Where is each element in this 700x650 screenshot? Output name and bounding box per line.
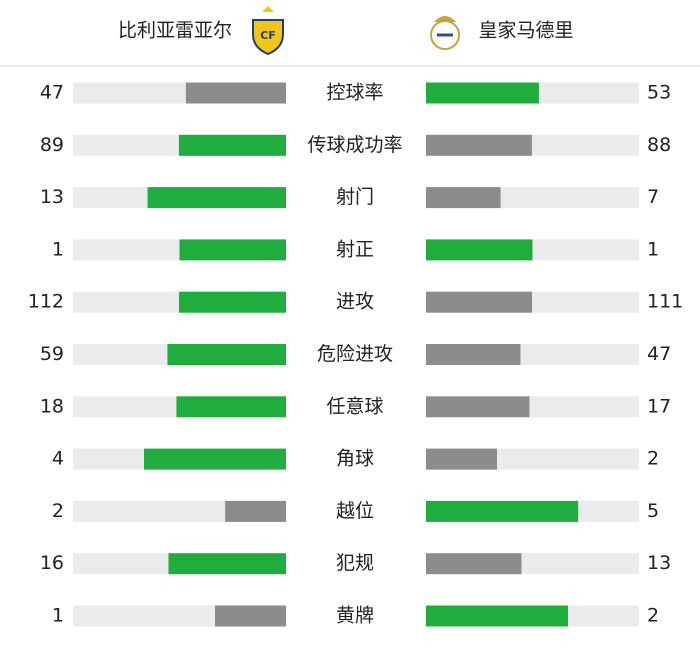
home-value: 18 [40,395,64,417]
home-value: 4 [52,448,64,470]
home-bar [144,448,286,470]
away-value: 5 [647,500,659,522]
home-value: 112 [28,291,64,313]
stat-label: 射正 [336,238,374,260]
home-value: 16 [40,552,64,574]
away-bar [426,187,501,209]
svg-text:CF: CF [260,29,276,42]
stat-label: 控球率 [326,82,383,104]
away-value: 88 [647,134,671,156]
away-value: 1 [647,238,659,260]
home-bar [167,344,286,365]
stat-label: 进攻 [336,291,374,313]
away-bar [426,605,568,627]
home-bar [176,396,286,418]
away-value: 2 [647,605,659,627]
home-value: 13 [40,186,64,208]
home-bar [178,134,286,156]
home-value: 59 [40,343,64,365]
away-bar [426,291,533,313]
home-bar [225,500,286,522]
home-value: 47 [40,82,64,104]
away-value: 2 [647,448,659,470]
away-value: 13 [647,552,671,574]
away-value: 7 [647,186,659,208]
away-value: 53 [647,82,671,104]
away-value: 47 [647,343,671,365]
home-bar [179,291,286,313]
stat-label: 黄牌 [336,605,374,627]
stat-label: 任意球 [326,395,383,417]
home-bar [168,553,286,575]
home-team-logo: CF [252,6,284,56]
stat-label: 射门 [336,186,374,208]
home-value: 2 [52,500,64,522]
away-team-name: 皇家马德里 [478,20,573,42]
away-bar [426,82,539,104]
home-bar [185,82,286,104]
away-value: 17 [647,395,671,417]
away-bar [426,344,521,365]
stat-label: 角球 [336,448,374,470]
away-bar [426,500,579,522]
away-team-logo [430,16,460,50]
away-bar [426,396,530,418]
home-bar [215,605,286,627]
home-value: 1 [52,238,64,260]
away-bar [426,134,532,156]
home-bar [147,187,286,209]
home-value: 1 [52,605,64,627]
stat-label: 传球成功率 [307,134,402,156]
away-bar [426,239,533,261]
stat-label: 犯规 [336,552,374,574]
home-bar [179,239,286,261]
away-bar [426,448,497,470]
stat-label: 越位 [336,500,374,522]
home-value: 89 [40,134,64,156]
home-team-name: 比利亚雷亚尔 [118,20,232,42]
stat-label: 危险进攻 [317,343,393,365]
away-value: 111 [647,291,683,313]
away-bar [426,553,522,575]
